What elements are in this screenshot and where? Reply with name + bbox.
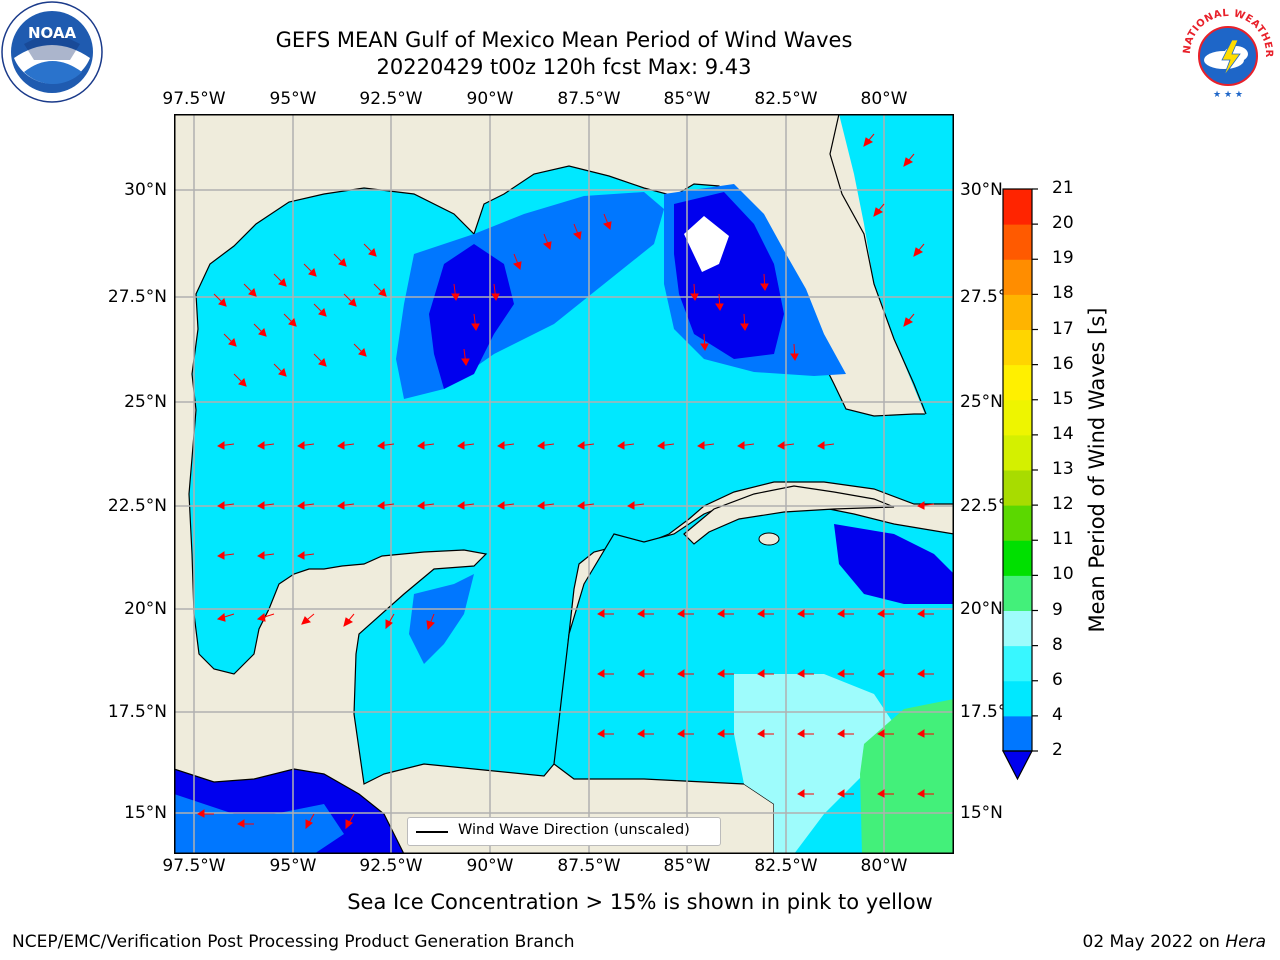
- colorbar-cell: [1003, 505, 1032, 541]
- colorbar-tick-label: 16: [1052, 353, 1074, 374]
- arrow-set-east: [690, 273, 799, 361]
- lon-label-top: 80°W: [860, 89, 908, 109]
- colorbar-cell: [1003, 294, 1032, 330]
- legend-label: Wind Wave Direction (unscaled): [458, 822, 690, 838]
- colorbar-tick-label: 17: [1052, 318, 1074, 339]
- colorbar-cell: [1003, 364, 1032, 401]
- cuba-island: [683, 485, 895, 545]
- zone-blue-sw: [409, 574, 474, 664]
- lat-label-left: 20°N: [124, 599, 167, 619]
- colorbar-cell: [1003, 470, 1032, 506]
- colorbar-cell: [1003, 645, 1032, 682]
- generation-date: 02 May 2022 on Hera: [1083, 932, 1267, 952]
- lon-label-top: 82.5°W: [754, 89, 818, 109]
- colorbar-cell: [1003, 259, 1032, 295]
- wind-wave-arrows: [197, 133, 935, 830]
- colorbar-cell: [1003, 715, 1032, 752]
- colorbar-tick-label: 2: [1052, 740, 1063, 760]
- colorbar-cell: [1003, 575, 1032, 611]
- arrow-set-pacific: [197, 809, 355, 830]
- lon-label-bottom: 82.5°W: [754, 856, 818, 876]
- zone-dark-caribbean: [834, 524, 954, 604]
- arrow-set-central: [451, 213, 612, 366]
- lon-label-bottom: 80°W: [860, 856, 908, 876]
- zone-light-caribbean: [734, 674, 894, 854]
- nws-logo: NATIONAL WEATHER SERVICE ★ ★ ★: [1174, 0, 1278, 106]
- lon-label-top: 90°W: [466, 89, 514, 109]
- colorbar-tick-label: 13: [1052, 459, 1074, 479]
- colorbar-tick-label: 4: [1052, 704, 1063, 725]
- arrow-set-nw: [213, 243, 387, 387]
- machine-name: Hera: [1225, 932, 1266, 952]
- colorbar-cell: [1003, 329, 1032, 366]
- noaa-logo-text: NOAA: [28, 24, 77, 42]
- colorbar-tick-label: 21: [1052, 178, 1074, 198]
- svg-text:★ ★ ★: ★ ★ ★: [1213, 90, 1243, 100]
- lat-label-left: 30°N: [124, 180, 167, 200]
- zone-blue-pacific: [174, 794, 344, 854]
- lon-label-bottom: 97.5°W: [162, 856, 226, 876]
- colorbar-cell: [1003, 399, 1032, 436]
- lat-label-left: 27.5°N: [107, 287, 167, 307]
- colorbar-cell: [1003, 434, 1032, 471]
- noaa-logo: NOAA: [0, 0, 104, 108]
- colorbar-tick-label: 12: [1052, 494, 1074, 515]
- lon-label-bottom: 85°W: [663, 856, 711, 876]
- lon-label-bottom: 90°W: [466, 856, 514, 876]
- colorbar-tick-label: 18: [1052, 283, 1074, 304]
- lon-label-top: 95°W: [269, 89, 317, 109]
- colorbar-cell: [1003, 189, 1032, 225]
- lat-label-right: 25°N: [960, 392, 1003, 412]
- lat-label-left: 15°N: [124, 803, 167, 823]
- legend-line-swatch: [416, 831, 448, 833]
- lat-label-left: 25°N: [124, 392, 167, 412]
- lat-label-right: 30°N: [960, 180, 1003, 200]
- lat-label-right: 15°N: [960, 803, 1003, 823]
- colorbar-extend-triangle: [1002, 750, 1033, 781]
- atlantic-water: [839, 114, 954, 424]
- map-title: GEFS MEAN Gulf of Mexico Mean Period of …: [275, 28, 853, 52]
- arrow-set-caribbean: [597, 609, 934, 798]
- arrow-set-south: [216, 441, 935, 631]
- lon-label-bottom: 95°W: [269, 856, 317, 876]
- lat-label-left: 22.5°N: [107, 496, 167, 516]
- colorbar-tick-label: 19: [1052, 248, 1074, 269]
- colorbar-cell: [1003, 224, 1032, 260]
- zone-dark-central: [429, 244, 514, 389]
- colorbar: [1002, 188, 1038, 781]
- colorbar-tick-label: 10: [1052, 564, 1074, 585]
- arrow-set-atlantic: [863, 133, 925, 327]
- graticule: [174, 114, 954, 854]
- lat-label-left: 17.5°N: [107, 702, 167, 722]
- lat-label-right: 20°N: [960, 599, 1003, 619]
- colorbar-cell: [1003, 680, 1032, 717]
- lon-label-top: 87.5°W: [557, 89, 621, 109]
- colorbar-cell: [1003, 610, 1032, 647]
- lon-label-top: 85°W: [663, 89, 711, 109]
- colorbar-tick-label: 14: [1052, 423, 1074, 444]
- lon-label-bottom: 87.5°W: [557, 856, 621, 876]
- lon-label-bottom: 92.5°W: [359, 856, 423, 876]
- sea-ice-note: Sea Ice Concentration > 15% is shown in …: [347, 890, 933, 914]
- florida-atlantic-coast: [829, 114, 927, 415]
- lon-label-top: 97.5°W: [162, 89, 226, 109]
- colorbar-title: Mean Period of Wind Waves [s]: [1085, 307, 1109, 633]
- colorbar-cell: [1003, 540, 1032, 576]
- date-text: 02 May 2022 on: [1082, 932, 1220, 952]
- map-legend: Wind Wave Direction (unscaled): [407, 817, 721, 846]
- colorbar-tick-label: 20: [1052, 213, 1074, 234]
- gulf-map: [174, 114, 954, 854]
- colorbar-tick-label: 6: [1052, 669, 1063, 690]
- missing-data-patch: [684, 216, 729, 272]
- producer-credit: NCEP/EMC/Verification Post Processing Pr…: [12, 932, 575, 952]
- forecast-info: 20220429 t00z 120h fcst Max: 9.43: [376, 55, 752, 79]
- colorbar-tick-label: 8: [1052, 634, 1063, 655]
- lon-label-top: 92.5°W: [359, 89, 423, 109]
- colorbar-tick-label: 9: [1052, 599, 1063, 620]
- colorbar-tick-label: 15: [1052, 388, 1074, 409]
- colorbar-tick-label: 11: [1052, 529, 1074, 550]
